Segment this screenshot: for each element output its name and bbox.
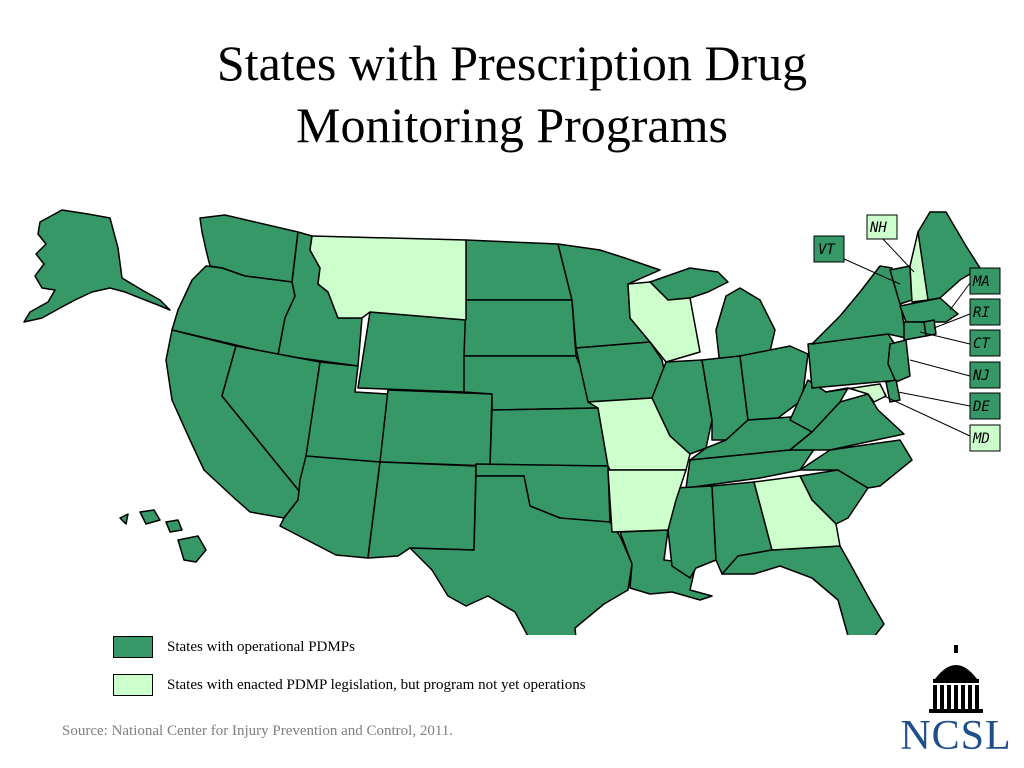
state-tag-vt: VT (813, 235, 845, 263)
tag-text-nh: NH (869, 220, 887, 236)
state-alaska (23, 209, 171, 323)
tag-text-md: MD (972, 431, 990, 447)
state-north-carolina (799, 439, 913, 489)
ncsl-logo: NCSL (893, 645, 1019, 757)
state-south-dakota (463, 299, 577, 357)
tag-text-ma: MA (972, 274, 990, 290)
state-wyoming (357, 311, 467, 393)
source-note: Source: National Center for Injury Preve… (62, 723, 454, 739)
state-tag-ma: MA (969, 267, 1001, 295)
legend-label-operational: States with operational PDMPs (167, 638, 355, 655)
legend-swatch-operational (113, 636, 153, 658)
title-line-1: States with Prescription Drug (216, 35, 808, 91)
callout-lines (841, 237, 971, 437)
legend-item-operational: States with operational PDMPs (113, 634, 586, 660)
state-tag-ct: CT (969, 329, 1001, 357)
state-kansas (489, 407, 609, 467)
state-massachusetts (899, 297, 959, 323)
us-map: NH VT MA RI CT NJ DE MD (23, 209, 1001, 635)
state-tag-md: MD (969, 424, 1001, 452)
state-louisiana (619, 529, 713, 601)
logo-text: NCSL (900, 713, 1012, 759)
state-montana (309, 235, 467, 321)
state-tag-de: DE (969, 392, 1001, 420)
state-florida (721, 545, 885, 635)
state-arkansas (607, 469, 687, 533)
tag-text-ct: CT (973, 336, 991, 352)
title-line-2: Monitoring Programs (296, 97, 728, 153)
tag-text-vt: VT (818, 242, 836, 258)
capitol-dome-icon (929, 645, 983, 713)
state-wisconsin (627, 281, 701, 363)
state-georgia (753, 475, 841, 551)
legend-swatch-enacted (113, 674, 153, 696)
tag-text-de: DE (972, 399, 990, 415)
state-north-dakota (465, 239, 573, 301)
state-tag-nh: NH (866, 214, 898, 240)
state-iowa (575, 341, 667, 403)
state-hawaii-islands (119, 509, 207, 563)
state-maryland (825, 383, 887, 403)
legend-label-enacted: States with enacted PDMP legislation, bu… (167, 676, 586, 693)
state-connecticut (903, 321, 927, 341)
legend-item-enacted: States with enacted PDMP legislation, bu… (113, 672, 586, 698)
state-tag-ri: RI (969, 298, 1001, 326)
state-delaware (885, 379, 901, 403)
page-title: States with Prescription Drug Monitoring… (0, 32, 1024, 156)
tag-text-ri: RI (973, 305, 990, 321)
state-new-jersey (887, 339, 911, 383)
state-new-mexico (367, 461, 477, 559)
state-colorado (379, 389, 493, 467)
tag-text-nj: NJ (972, 368, 990, 384)
state-texas (409, 475, 633, 635)
map-legend: States with operational PDMPs States wit… (113, 634, 586, 710)
state-new-york (811, 265, 907, 345)
state-tag-nj: NJ (969, 361, 1001, 389)
state-new-hampshire (909, 231, 929, 303)
